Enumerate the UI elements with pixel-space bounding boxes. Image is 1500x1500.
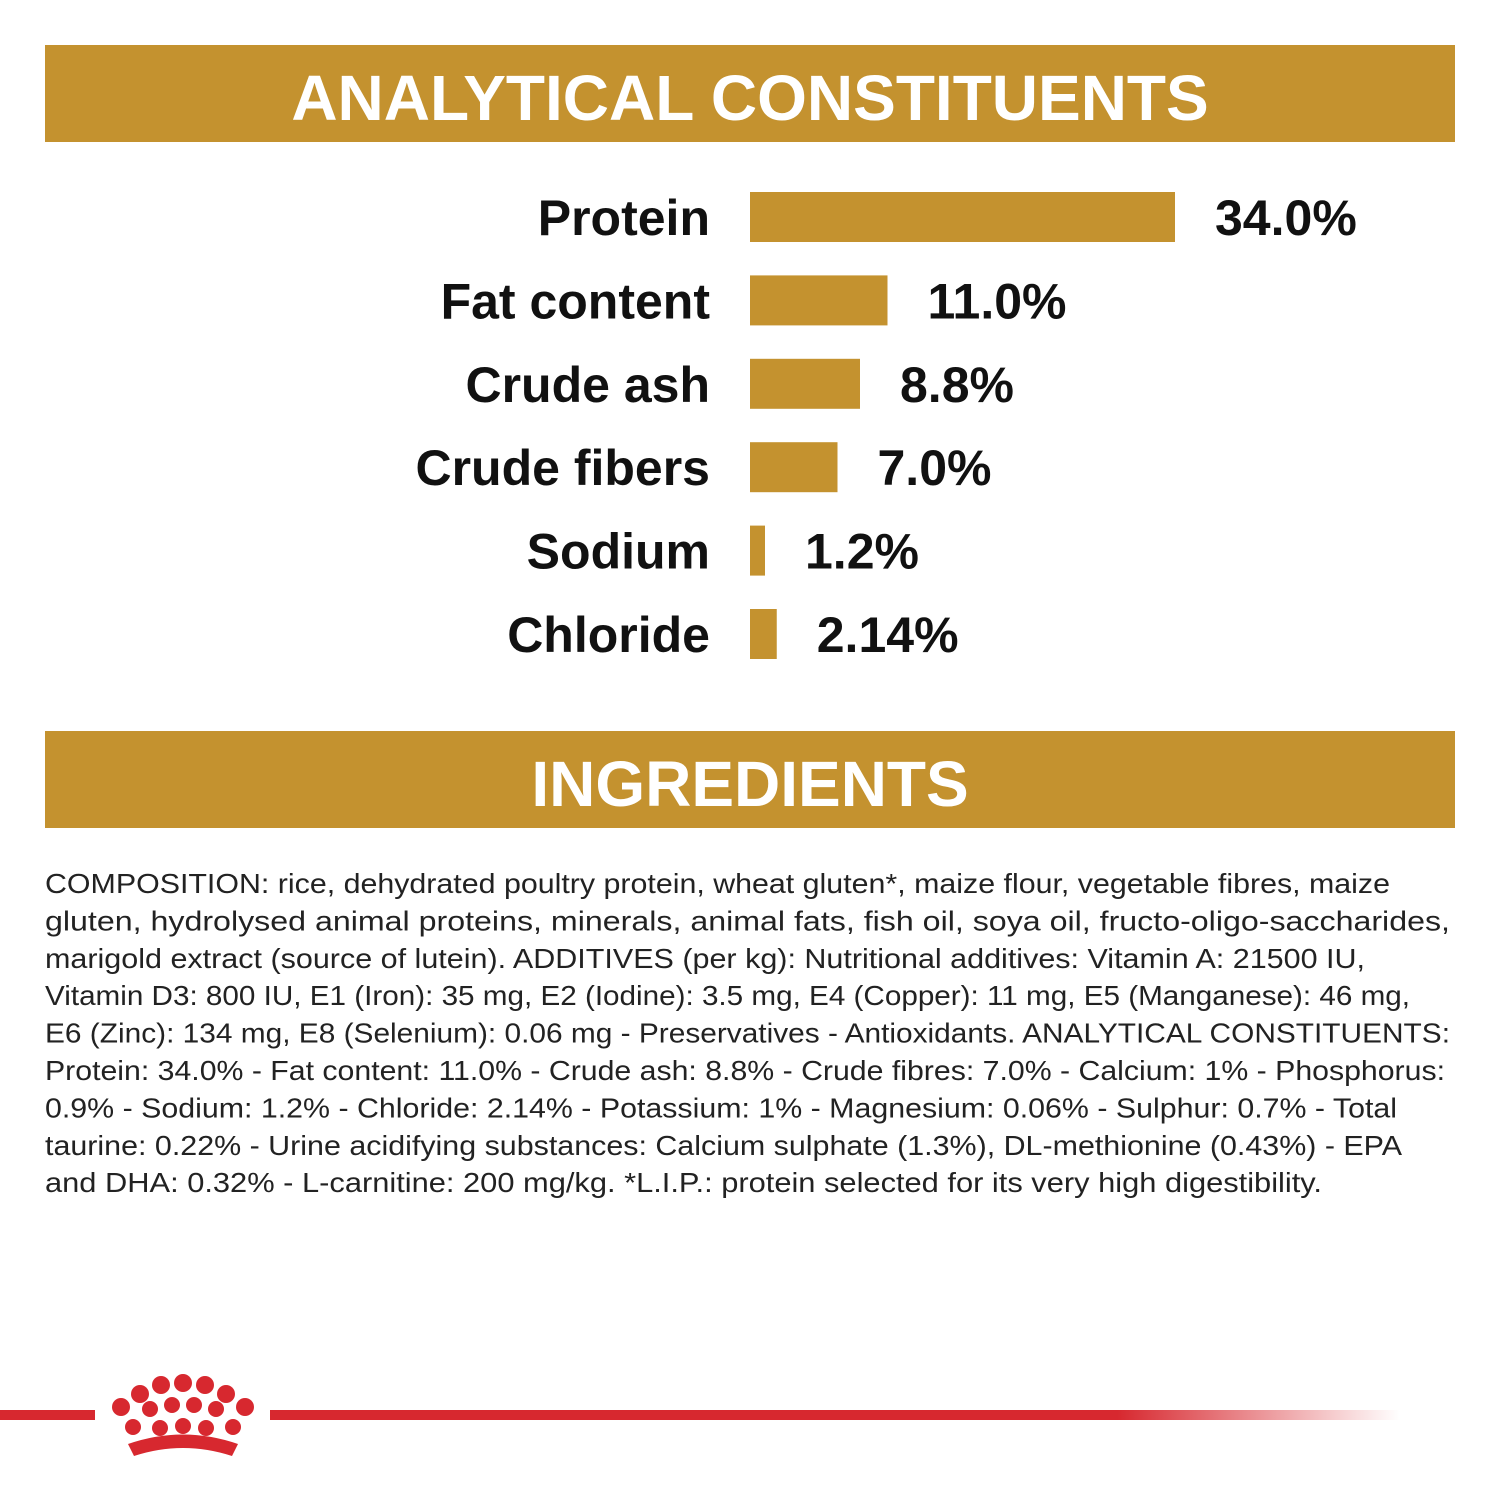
ingredients-line: Protein: 34.0% - Fat content: 11.0% - Cr… [45,1055,1445,1086]
crown [112,1374,254,1456]
header-band [45,731,1455,828]
bar [750,358,860,409]
ingredients-text: COMPOSITION: rice, dehydrated poultry pr… [45,868,1450,1198]
category-label: Crude ash [465,357,710,413]
value-label: 11.0% [928,273,1067,329]
category-label: Fat content [441,273,711,329]
ingredients-line: taurine: 0.22% - Urine acidifying substa… [45,1130,1402,1161]
brand-line [270,1410,1400,1420]
bar [750,192,1175,242]
chart-title: ANALYTICAL CONSTITUENTS [291,62,1208,134]
ingredients-line: COMPOSITION: rice, dehydrated poultry pr… [45,868,1390,899]
bar [750,275,888,326]
value-label: 2.14% [817,607,959,663]
ingredients-line: gluten, hydrolysed animal proteins, mine… [45,905,1450,936]
ingredients-line: and DHA: 0.32% - L-carnitine: 200 mg/kg.… [45,1167,1322,1198]
value-label: 8.8% [900,357,1014,413]
value-label: 7.0% [878,440,992,496]
bar [750,442,838,493]
ingredients-line: marigold extract (source of lutein). ADD… [45,943,1365,974]
brand-line [0,1410,95,1420]
category-label: Protein [538,190,710,246]
logo [0,1374,1400,1456]
ingredients-line: 0.9% - Sodium: 1.2% - Chloride: 2.14% - … [45,1092,1397,1123]
category-label: Sodium [527,524,710,580]
bar [750,525,765,576]
bar [750,609,777,659]
header-band [45,45,1455,142]
ingredients-line: E6 (Zinc): 134 mg, E8 (Selenium): 0.06 m… [45,1018,1450,1049]
section-title: INGREDIENTS [531,748,968,820]
category-label: Chloride [507,607,710,663]
value-label: 1.2% [805,524,919,580]
value-label: 34.0% [1215,190,1357,246]
ingredients-line: Vitamin D3: 800 IU, E1 (Iron): 35 mg, E2… [45,980,1410,1011]
category-label: Crude fibers [415,440,710,496]
